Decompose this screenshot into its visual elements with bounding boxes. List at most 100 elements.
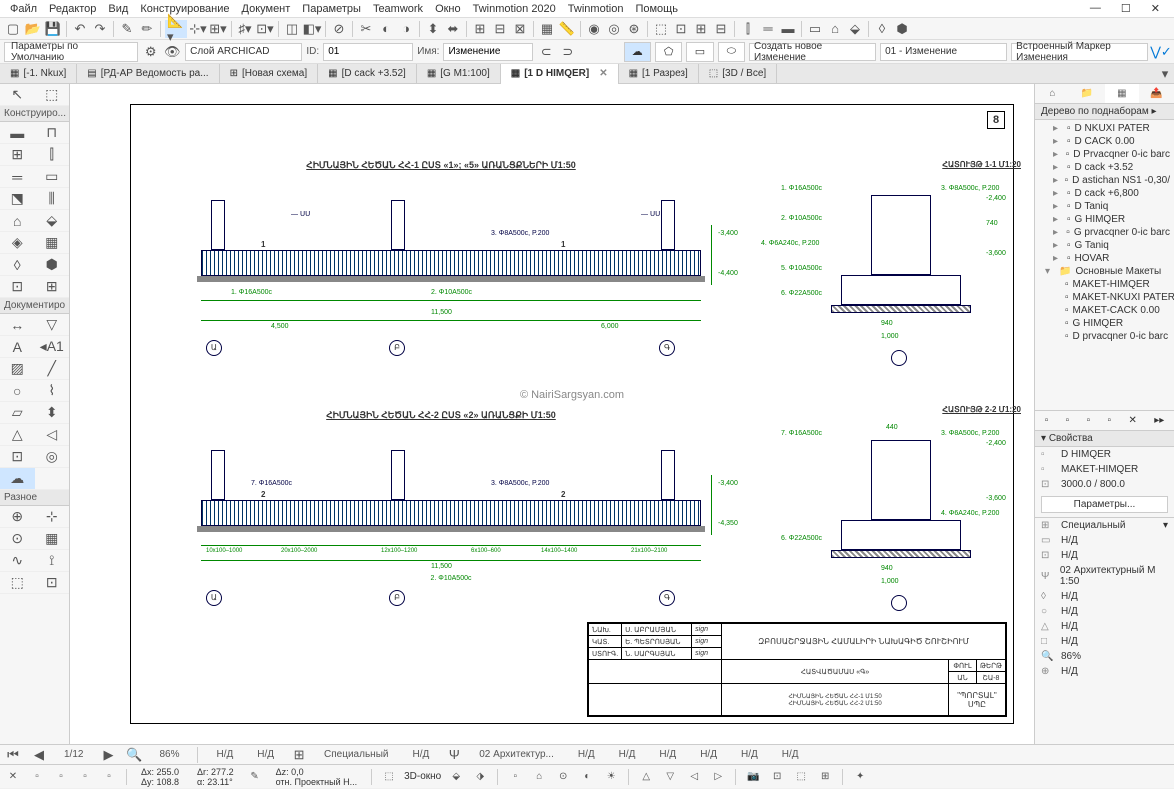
3d-axo-icon[interactable]: ⬗ xyxy=(471,768,489,786)
tab-menu-icon[interactable]: ▾ xyxy=(1156,65,1174,83)
layer-dropdown[interactable]: Слой ARCHICAD xyxy=(185,43,302,61)
menu-document[interactable]: Документ xyxy=(236,3,297,15)
roof-tool-icon[interactable]: ⌂ xyxy=(0,210,35,232)
tree-item[interactable]: ▫ G HIMQER xyxy=(1035,317,1174,330)
cut-icon[interactable]: ✂ xyxy=(357,20,375,38)
qo-cell[interactable]: Н/Д xyxy=(249,749,282,760)
beam-icon[interactable]: ═ xyxy=(759,20,777,38)
door-tool-icon[interactable]: ⊓ xyxy=(35,122,70,144)
window-minimize-icon[interactable]: — xyxy=(1084,2,1107,15)
figure-tool-icon[interactable]: ▦ xyxy=(35,528,70,550)
line-tool-icon[interactable]: ╱ xyxy=(35,358,70,380)
sb-b-icon[interactable]: ▫ xyxy=(52,768,70,786)
arrange-b-icon[interactable]: ⊡ xyxy=(672,20,690,38)
tab-vedomost[interactable]: ▤[РД-АР Ведомость ра... xyxy=(77,64,219,84)
new-icon[interactable]: ▢ xyxy=(4,20,22,38)
sb-k-icon[interactable]: ▽ xyxy=(661,768,679,786)
qo-cell[interactable]: Н/Д xyxy=(692,749,725,760)
marquee-tool-icon[interactable]: ⬚ xyxy=(35,84,70,106)
zoom-icon[interactable]: 🔍 xyxy=(125,746,143,764)
measure-icon[interactable]: 📏 xyxy=(558,20,576,38)
spline-tool-icon[interactable]: ∿ xyxy=(0,550,35,572)
name-input[interactable] xyxy=(443,43,533,61)
misc-a-tool-icon[interactable]: ⬚ xyxy=(0,572,35,594)
arrange-c-icon[interactable]: ⊞ xyxy=(692,20,710,38)
id-input[interactable] xyxy=(323,43,413,61)
sb-m-icon[interactable]: ▷ xyxy=(709,768,727,786)
parameters-button[interactable]: Параметры... xyxy=(1041,496,1168,513)
save-icon[interactable]: 💾 xyxy=(44,20,62,38)
tab-razrez[interactable]: ▦[1 Разрез] xyxy=(619,64,699,84)
qo-cell[interactable]: 02 Архитектур... xyxy=(471,749,562,760)
3d-window-label[interactable]: 3D-окно xyxy=(404,771,441,782)
tree-masters-folder[interactable]: ▾📁 Основные Макеты xyxy=(1035,265,1174,278)
sb-camera-icon[interactable]: 📷 xyxy=(744,768,762,786)
tree-item[interactable]: ▫ MAKET-HIMQER xyxy=(1035,278,1174,291)
elevation-icon[interactable]: ⬌ xyxy=(444,20,462,38)
menu-view[interactable]: Вид xyxy=(102,3,134,15)
sb-p-icon[interactable]: ⊞ xyxy=(816,768,834,786)
axis-tool-icon[interactable]: ⊹ xyxy=(35,506,70,528)
tab-3d[interactable]: ⬚[3D / Все] xyxy=(699,64,777,84)
layer-icon[interactable]: ◧▾ xyxy=(303,20,321,38)
menu-twinmotion2020[interactable]: Twinmotion 2020 xyxy=(467,3,562,15)
tool-d-icon[interactable]: ⊟ xyxy=(491,20,509,38)
tree-item[interactable]: ▸▫ D astichan NS1 -0,30/ xyxy=(1035,174,1174,187)
wall-tool-icon[interactable]: ▬ xyxy=(0,122,35,144)
tab-nkux[interactable]: ▦[-1. Nkux] xyxy=(0,64,77,84)
settings-icon[interactable]: ⚙ xyxy=(142,43,160,61)
object-tool-icon[interactable]: ⬢ xyxy=(35,254,70,276)
tree-item[interactable]: ▸▫ D Taniq xyxy=(1035,200,1174,213)
nav-tab-publisher-icon[interactable]: 📤 xyxy=(1139,84,1174,103)
create-change-dropdown[interactable]: Создать новое Изменение xyxy=(749,43,876,61)
menu-editor[interactable]: Редактор xyxy=(43,3,102,15)
sb-a-icon[interactable]: ▫ xyxy=(28,768,46,786)
menu-options[interactable]: Параметры xyxy=(296,3,367,15)
qo-cell[interactable]: Н/Д xyxy=(774,749,807,760)
sb-j-icon[interactable]: △ xyxy=(637,768,655,786)
navigator-tree[interactable]: ▸▫ D NKUXI PATER ▸▫ D CACK 0.00 ▸▫ D Prv… xyxy=(1035,120,1174,410)
beam-tool-icon[interactable]: ═ xyxy=(0,166,35,188)
tab-gm1100[interactable]: ▦[G M1:100] xyxy=(417,64,501,84)
tree-item[interactable]: ▸▫ D Prvacqner 0-ic barc xyxy=(1035,148,1174,161)
curtain-tool-icon[interactable]: ▦ xyxy=(35,232,70,254)
tree-item[interactable]: ▸▫ D cack +6,800 xyxy=(1035,187,1174,200)
tree-item[interactable]: ▸▫ G prvacqner 0-ic barc xyxy=(1035,226,1174,239)
grid-icon[interactable]: ⊞▾ xyxy=(209,20,227,38)
tab-schema[interactable]: ⊞[Новая схема] xyxy=(220,64,319,84)
fill-tool-icon[interactable]: ▨ xyxy=(0,358,35,380)
nav-action-b-icon[interactable]: ▫ xyxy=(1066,415,1070,426)
tree-item[interactable]: ▸▫ G HIMQER xyxy=(1035,213,1174,226)
object-icon[interactable]: ⬢ xyxy=(893,20,911,38)
column-tool-icon[interactable]: ⫿ xyxy=(35,144,70,166)
qo-pen-icon[interactable]: Ψ xyxy=(445,746,463,764)
ruler-icon[interactable]: 📐▾ xyxy=(167,20,185,38)
link-b-icon[interactable]: ⊃ xyxy=(559,43,577,61)
grid-tool-icon[interactable]: ⊕ xyxy=(0,506,35,528)
slab-tool-icon[interactable]: ▭ xyxy=(35,166,70,188)
grid-snap-icon[interactable]: ♯▾ xyxy=(236,20,254,38)
qo-cell[interactable]: Н/Д xyxy=(404,749,437,760)
link-a-icon[interactable]: ⊂ xyxy=(537,43,555,61)
tool-b-icon[interactable]: ◑ xyxy=(397,20,415,38)
shell-tool-icon[interactable]: ⬙ xyxy=(35,210,70,232)
nav-next-icon[interactable]: ▶ xyxy=(99,746,117,764)
morph-tool-icon[interactable]: ◊ xyxy=(0,254,35,276)
arrow-tool-icon[interactable]: ↖ xyxy=(0,84,35,106)
view-b-icon[interactable]: ◎ xyxy=(605,20,623,38)
detail-tool-icon[interactable]: ◎ xyxy=(35,446,70,468)
skylight-tool-icon[interactable]: ◈ xyxy=(0,232,35,254)
pencil-icon[interactable]: ✎ xyxy=(118,20,136,38)
marker-dropdown[interactable]: Встроенный Маркер Изменения xyxy=(1011,43,1148,61)
zoom-value[interactable]: 86% xyxy=(151,749,187,760)
sb-l-icon[interactable]: ◁ xyxy=(685,768,703,786)
sb-pencil-icon[interactable]: ✎ xyxy=(246,768,264,786)
ellipse-shape-icon[interactable]: ⬭ xyxy=(718,42,745,62)
zone-tool-icon[interactable]: ⊡ xyxy=(0,276,35,298)
open-icon[interactable]: 📂 xyxy=(24,20,42,38)
qo-cell[interactable]: Н/Д xyxy=(733,749,766,760)
redo-icon[interactable]: ↷ xyxy=(91,20,109,38)
nav-prev-icon[interactable]: ◀ xyxy=(30,746,48,764)
sb-c-icon[interactable]: ▫ xyxy=(76,768,94,786)
tree-item[interactable]: ▸▫ G Taniq xyxy=(1035,239,1174,252)
